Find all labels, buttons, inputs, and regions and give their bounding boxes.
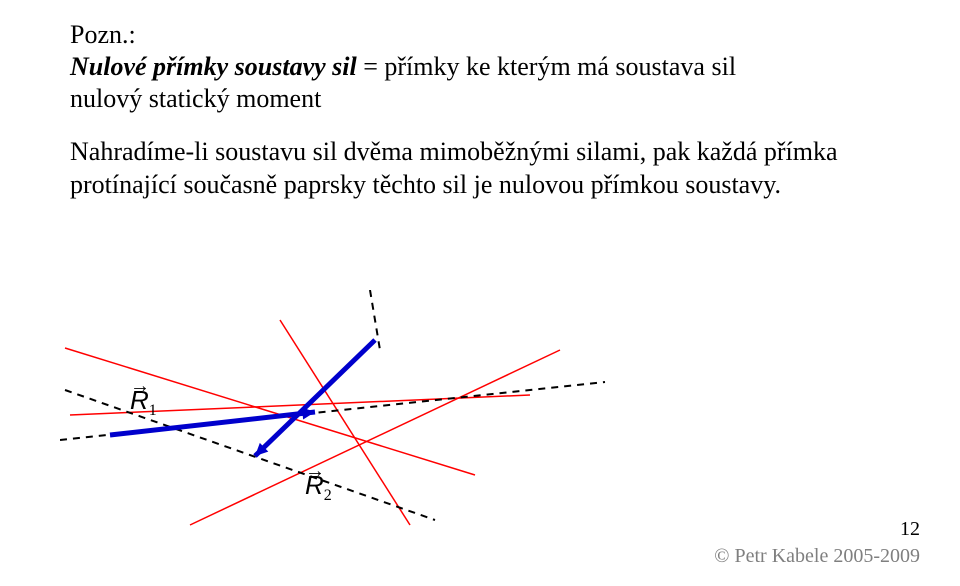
vector-label-r2: →R2 — [305, 470, 332, 505]
definition-line-2: nulový statický moment — [70, 84, 890, 114]
page-footer: 12 © Petr Kabele 2005-2009 — [714, 518, 920, 568]
copyright-text: © Petr Kabele 2005-2009 — [714, 545, 920, 568]
vector-label-r1: →R1 — [130, 385, 157, 420]
note-label: Pozn.: — [70, 20, 890, 50]
page-number: 12 — [714, 518, 920, 541]
definition-term: Nulové přímky soustavy sil — [70, 52, 357, 81]
definition-rest: = přímky ke kterým má soustava sil — [357, 52, 736, 81]
body-paragraph: Nahradíme-li soustavu sil dvěma mimoběžn… — [70, 136, 890, 201]
definition-line-1: Nulové přímky soustavy sil = přímky ke k… — [70, 52, 890, 82]
forces-diagram: →R1 →R2 — [60, 290, 660, 550]
